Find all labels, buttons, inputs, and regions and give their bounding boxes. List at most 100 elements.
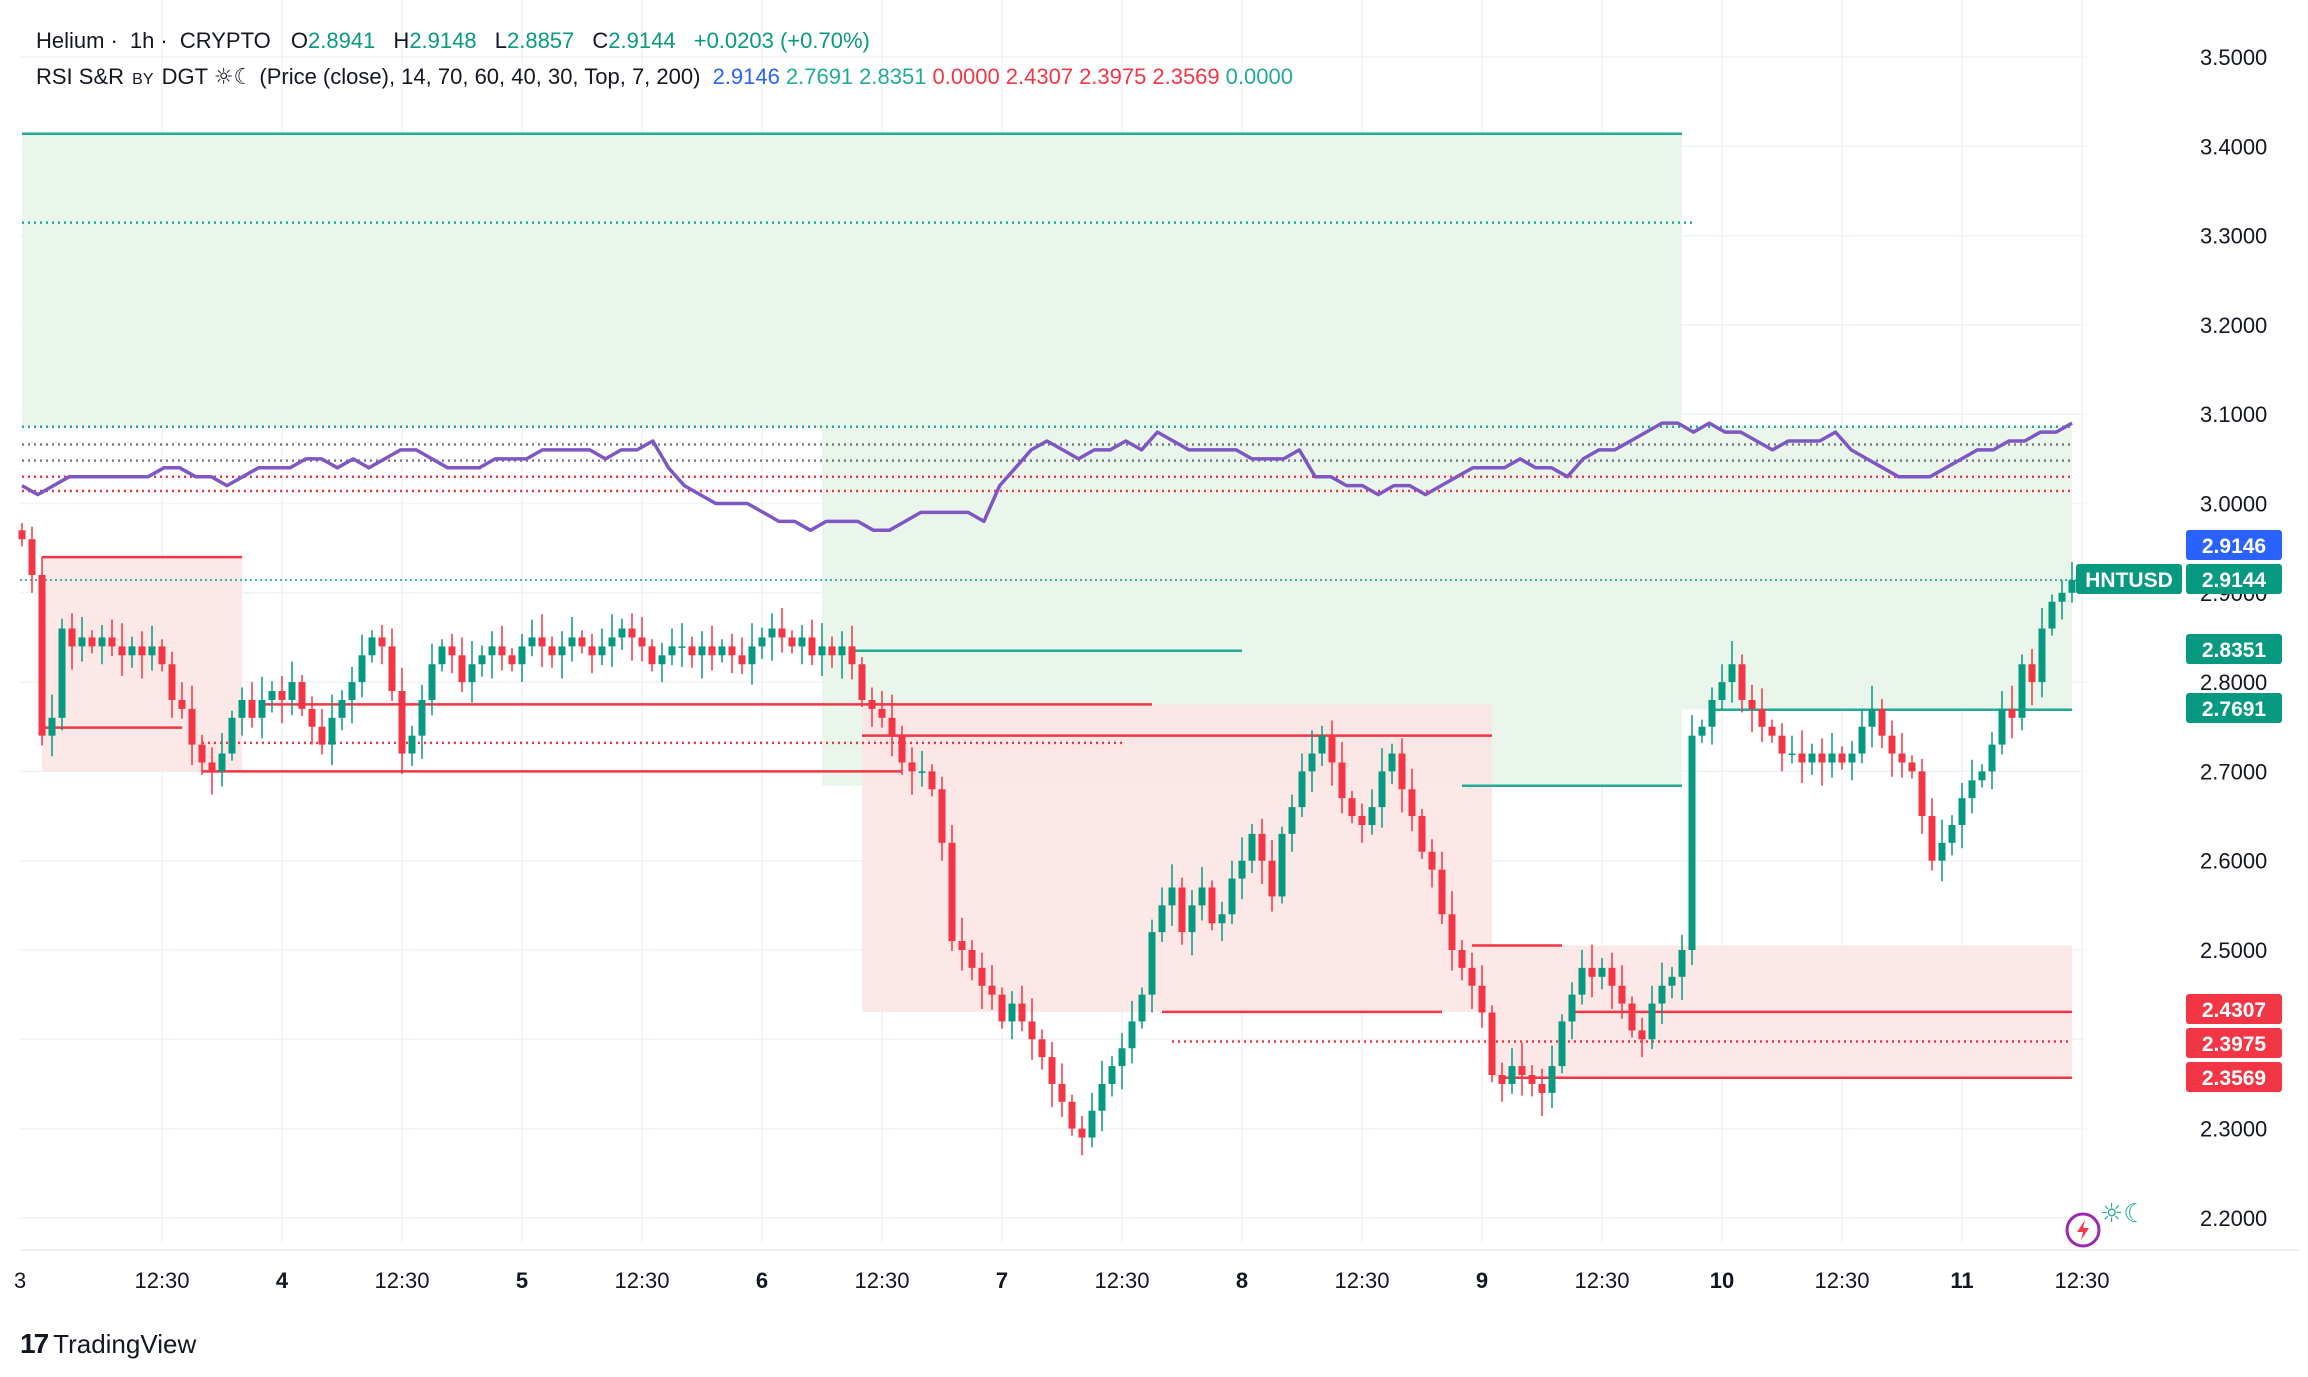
open-value: 2.8941 <box>308 28 376 53</box>
candle-body <box>1808 753 1816 763</box>
candle-body <box>288 682 296 700</box>
indicator-value: 2.7691 <box>785 64 854 89</box>
candle-body <box>688 646 696 656</box>
candle <box>698 631 706 679</box>
price-axis-label: 2.5000 <box>2200 938 2267 963</box>
candle <box>1008 991 1016 1040</box>
candle-body <box>448 646 456 656</box>
candle <box>1418 808 1426 859</box>
candle-body <box>1658 985 1666 1004</box>
candle <box>1518 1042 1526 1096</box>
candle <box>1378 748 1386 828</box>
candle-body <box>1538 1083 1546 1093</box>
tradingview-logo-icon: 17 <box>20 1328 49 1359</box>
candle <box>1798 730 1806 784</box>
candle <box>1538 1068 1546 1117</box>
indicator-value: 2.4307 <box>1005 64 1074 89</box>
candle-body <box>298 682 306 709</box>
candle <box>1868 685 1876 748</box>
candle <box>608 614 616 667</box>
price-tag: 2.9146 <box>2186 530 2282 560</box>
candle <box>1548 1045 1556 1109</box>
tradingview-logo[interactable]: 17 TradingView <box>20 1328 196 1360</box>
candle <box>138 631 146 679</box>
price-tag-label: 2.3569 <box>2202 1067 2266 1090</box>
time-axis[interactable]: 3 12:30 4 12:30 5 12:30 6 12:30 7 12:30 8 12:30 9 12:… <box>14 1268 2110 1293</box>
candle <box>1178 877 1186 945</box>
candle <box>1458 940 1466 981</box>
candle-body <box>2058 592 2066 602</box>
candle-body <box>618 628 626 638</box>
candle <box>58 618 66 731</box>
candle <box>578 630 586 654</box>
candle <box>1268 840 1276 912</box>
candle <box>838 631 846 679</box>
candle-body <box>838 646 846 656</box>
candle-body <box>468 664 476 683</box>
price-tag-label: 2.4307 <box>2202 999 2266 1022</box>
exchange: CRYPTO <box>179 28 271 53</box>
candle <box>1298 753 1306 817</box>
candle-body <box>958 941 966 950</box>
low-label: L <box>494 28 507 53</box>
candle <box>1848 741 1856 781</box>
candle <box>1958 783 1966 849</box>
candle-body <box>1268 860 1276 897</box>
candle-body <box>1858 726 1866 754</box>
indicator-name[interactable]: RSI S&R <box>36 64 125 89</box>
candle <box>1198 866 1206 921</box>
high-value: 2.9148 <box>409 28 477 53</box>
candle <box>1228 860 1236 925</box>
candle-body <box>408 735 416 754</box>
candle <box>778 607 786 653</box>
replay-icon[interactable] <box>2065 1212 2101 1248</box>
candle-body <box>678 646 686 648</box>
candle <box>768 613 776 661</box>
indicator-legend[interactable]: RSI S&R BY DGT ☼☾ (Price (close), 14, 70… <box>36 64 1305 90</box>
candle <box>308 696 316 745</box>
candle-body <box>1428 851 1436 870</box>
candle <box>1528 1065 1536 1097</box>
resistance-zone <box>862 704 1492 1012</box>
candle <box>268 681 276 713</box>
candle-body <box>1778 735 1786 754</box>
candle <box>1338 741 1346 814</box>
replay-icon-bolt[interactable] <box>2077 1220 2089 1240</box>
candle-body <box>418 699 426 736</box>
symbol-name[interactable]: Helium <box>36 28 105 53</box>
candle <box>1398 738 1406 813</box>
candle-body <box>138 646 146 656</box>
candle <box>1558 1014 1566 1074</box>
candle <box>1448 891 1456 971</box>
candle <box>978 952 986 1009</box>
price-tag-box <box>2186 564 2282 594</box>
candle-body <box>1848 753 1856 763</box>
candle-body <box>1868 708 1876 727</box>
candle <box>1978 764 1986 788</box>
candle <box>1248 824 1256 874</box>
candle-body <box>98 637 106 647</box>
candle-body <box>1578 967 1586 995</box>
candle-body <box>2068 579 2076 593</box>
candle-body <box>1628 1003 1636 1031</box>
time-axis-label: 9 <box>1476 1268 1488 1293</box>
interval[interactable]: 1h <box>129 28 155 53</box>
candle-body <box>1448 914 1456 950</box>
price-axis-label: 2.8000 <box>2200 670 2267 695</box>
candle <box>1918 758 1926 834</box>
close-value: 2.9144 <box>608 28 676 53</box>
candle-body <box>1388 753 1396 772</box>
price-axis-label: 3.2000 <box>2200 313 2267 338</box>
candle-body <box>1738 664 1746 700</box>
candle <box>28 526 36 593</box>
price-tag-box <box>2186 693 2282 723</box>
candle-body <box>568 637 576 647</box>
indicator-values: 2.9146 2.7691 2.8351 0.0000 2.4307 2.3975 2.35… <box>713 64 1299 89</box>
candle-body <box>1938 842 1946 861</box>
time-axis-label: 12:30 <box>134 1268 189 1293</box>
candle <box>1808 743 1816 775</box>
symbol-legend[interactable]: Helium · 1h · CRYPTO O2.8941 H2.9148 L2.88… <box>36 28 876 54</box>
price-tag-label: 2.3975 <box>2202 1033 2267 1056</box>
candle <box>1208 880 1216 931</box>
